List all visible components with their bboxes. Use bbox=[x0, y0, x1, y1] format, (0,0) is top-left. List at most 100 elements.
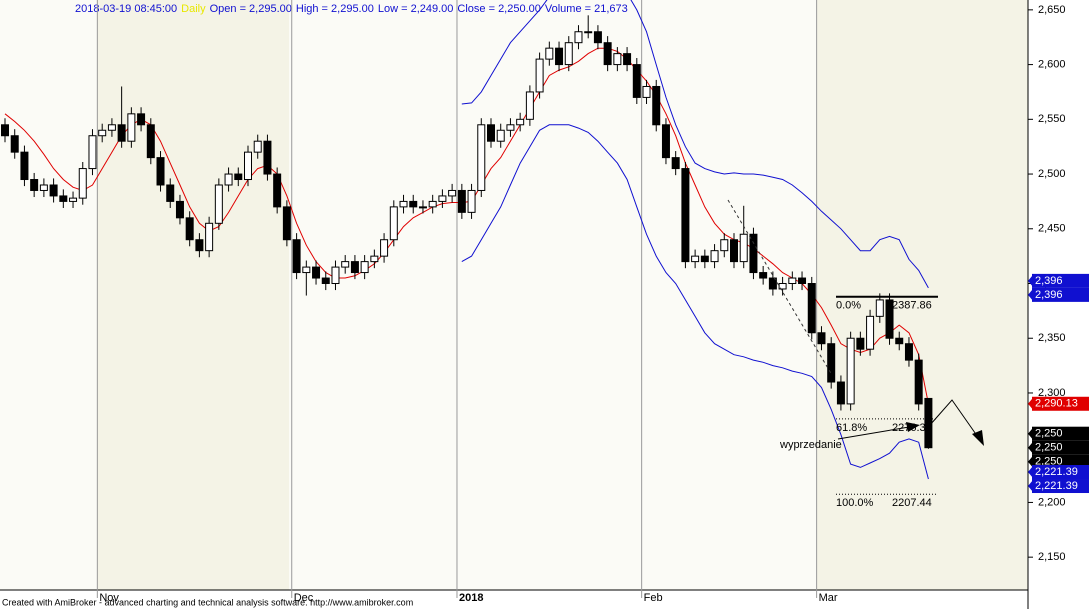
candle-body bbox=[98, 129, 107, 137]
candle-body bbox=[477, 124, 486, 191]
candle-body bbox=[661, 124, 670, 159]
candle-body bbox=[438, 195, 447, 202]
value-box-pointer bbox=[1028, 455, 1033, 468]
header-field: High = 2,295.00 bbox=[296, 3, 374, 15]
y-tick-label: 2,300 bbox=[1038, 387, 1066, 399]
candle-body bbox=[292, 239, 301, 274]
value-box-pointer bbox=[1028, 427, 1033, 440]
value-box-pointer bbox=[1028, 397, 1033, 410]
indicator-line bbox=[461, 0, 929, 289]
candle-body bbox=[914, 359, 923, 405]
x-tick-label: 2018 bbox=[459, 592, 483, 604]
candle-body bbox=[185, 217, 194, 241]
candle-body bbox=[827, 343, 836, 383]
candle-body bbox=[836, 381, 845, 405]
candle-body bbox=[418, 206, 427, 209]
candle-body bbox=[593, 31, 602, 44]
arrow bbox=[837, 425, 916, 440]
value-box-pointer bbox=[1028, 466, 1033, 479]
value-box-label: 2,250 bbox=[1035, 428, 1063, 440]
candle-body bbox=[331, 266, 340, 285]
candle-body bbox=[798, 277, 807, 285]
value-box-label: 2,290.13 bbox=[1035, 398, 1078, 410]
footer: Created with AmiBroker - advanced charti… bbox=[2, 597, 413, 607]
header-field: Volume = 21,673 bbox=[545, 3, 628, 15]
candle-body bbox=[20, 151, 29, 181]
y-tick-label: 2,200 bbox=[1038, 496, 1066, 508]
candle-body bbox=[49, 184, 58, 197]
candle-body bbox=[691, 255, 700, 263]
value-box-pointer bbox=[1028, 288, 1033, 301]
candle-body bbox=[69, 197, 78, 202]
candle-body bbox=[273, 173, 282, 208]
value-box-label: 2,250 bbox=[1035, 456, 1063, 468]
trend-line bbox=[727, 199, 833, 376]
value-box bbox=[1032, 287, 1089, 302]
candle-body bbox=[768, 277, 777, 290]
candle-body bbox=[632, 64, 641, 98]
value-box-pointer bbox=[1028, 480, 1033, 493]
fib-pct: 100.0% bbox=[836, 497, 874, 509]
candle-body bbox=[244, 151, 252, 181]
y-tick-label: 2,350 bbox=[1038, 332, 1066, 344]
candle-body bbox=[506, 124, 515, 131]
candle-body bbox=[175, 200, 184, 219]
candle-body bbox=[409, 200, 418, 208]
candle-body bbox=[535, 58, 544, 93]
month-shade bbox=[817, 0, 1028, 590]
y-tick-label: 2,650 bbox=[1038, 4, 1066, 16]
header-field: Daily bbox=[181, 3, 206, 15]
fib-value: 2207.44 bbox=[892, 497, 932, 509]
candle-body bbox=[234, 173, 243, 181]
candle-body bbox=[642, 85, 651, 98]
value-box-label: 2,396 bbox=[1035, 289, 1063, 301]
candle-body bbox=[545, 47, 554, 60]
fib-pct: 61.8% bbox=[836, 422, 867, 434]
candle-body bbox=[380, 239, 389, 257]
candle-body bbox=[263, 140, 272, 175]
candle-body bbox=[516, 118, 525, 126]
candle-body bbox=[564, 42, 573, 66]
candle-body bbox=[350, 261, 359, 274]
candle-body bbox=[700, 255, 709, 263]
annotation: wyprzedanie bbox=[779, 439, 842, 451]
candle-body bbox=[681, 168, 690, 263]
fib-value: 2387.86 bbox=[892, 300, 932, 312]
x-tick-label: Mar bbox=[819, 592, 838, 604]
candle-body bbox=[205, 222, 214, 252]
y-tick-label: 2,600 bbox=[1038, 58, 1066, 70]
candle-body bbox=[117, 124, 126, 142]
candle-body bbox=[302, 266, 311, 274]
candle-body bbox=[214, 184, 223, 224]
candle-body bbox=[389, 206, 398, 241]
candle-body bbox=[457, 189, 466, 213]
header-field: Open = 2,295.00 bbox=[210, 3, 292, 15]
candle-body bbox=[195, 239, 204, 252]
value-box bbox=[1032, 273, 1089, 288]
candle-body bbox=[817, 332, 826, 345]
candle-body bbox=[341, 261, 350, 268]
candle-body bbox=[613, 53, 622, 66]
candle-body bbox=[807, 283, 816, 334]
candle-body bbox=[467, 189, 476, 213]
forecast-arrow bbox=[929, 399, 981, 441]
value-box bbox=[1032, 426, 1089, 441]
candle-body bbox=[166, 184, 175, 202]
candle-body bbox=[525, 91, 534, 120]
candle-body bbox=[603, 42, 612, 66]
value-box-label: 2,221.39 bbox=[1035, 466, 1078, 478]
candle-body bbox=[846, 337, 855, 405]
candle-body bbox=[39, 184, 48, 191]
fib-pct: 0.0% bbox=[836, 300, 861, 312]
candle-body bbox=[904, 343, 913, 361]
value-box bbox=[1032, 479, 1089, 494]
candle-body bbox=[10, 135, 19, 153]
overlay: wyprzedanie 0.0% 2387.86 61.8% 2276.36 100.0… bbox=[727, 199, 984, 509]
candle-body bbox=[127, 113, 136, 142]
candle-body bbox=[487, 124, 495, 142]
candle-body bbox=[895, 337, 904, 345]
header-field: Low = 2,249.00 bbox=[378, 3, 454, 15]
candle-body bbox=[321, 277, 330, 285]
indicator-line bbox=[4, 47, 929, 404]
indicators bbox=[4, 0, 929, 480]
